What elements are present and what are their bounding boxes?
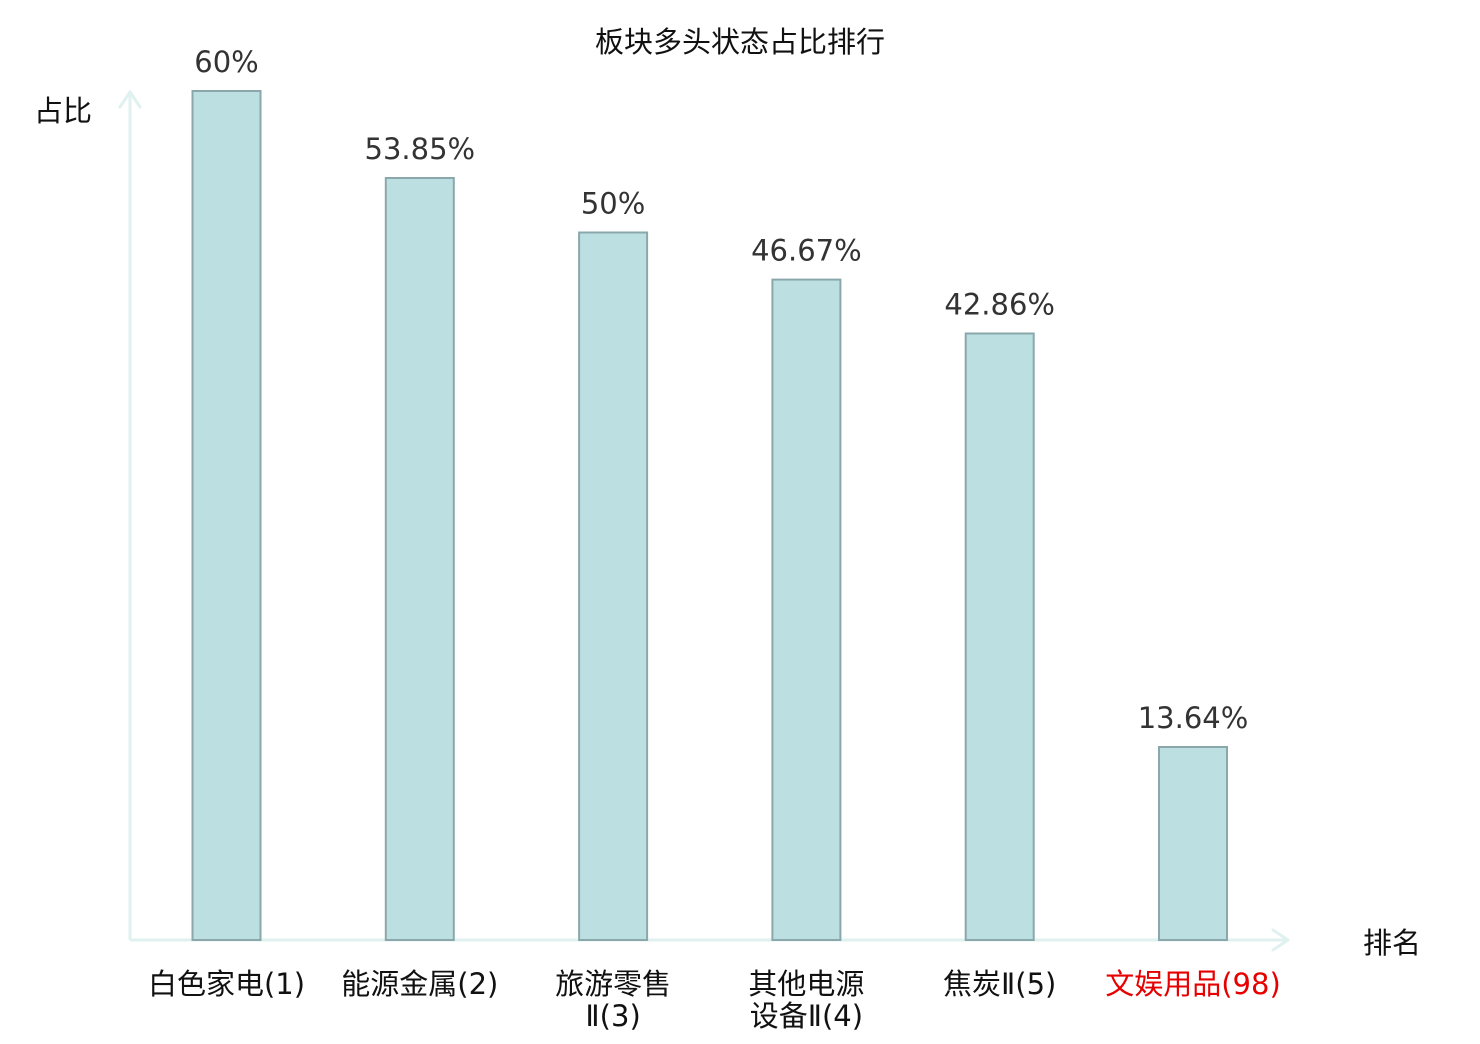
chart-title: 板块多头状态占比排行 xyxy=(595,25,885,59)
bar-value-label: 50% xyxy=(581,187,645,221)
bar xyxy=(964,332,1035,941)
category-label: Ⅱ(3) xyxy=(585,999,640,1033)
category-label: 焦炭Ⅱ(5) xyxy=(943,967,1056,1001)
bar xyxy=(1158,746,1228,941)
bar-value-label: 53.85% xyxy=(365,132,476,166)
category-label: 文娱用品(98) xyxy=(1105,967,1281,1001)
bar xyxy=(578,231,649,941)
bars xyxy=(191,90,1228,942)
bar xyxy=(191,90,262,941)
bar-value-label: 46.67% xyxy=(751,234,862,268)
category-label: 能源金属(2) xyxy=(341,967,498,1001)
bar-value-label: 13.64% xyxy=(1138,701,1249,735)
bar xyxy=(384,177,455,941)
x-axis-label: 排名 xyxy=(1363,926,1421,960)
category-label: 旅游零售 xyxy=(555,967,671,1001)
bar xyxy=(771,278,842,942)
x-axis xyxy=(130,928,1290,952)
y-axis xyxy=(118,90,142,940)
y-axis-label: 占比 xyxy=(34,94,92,128)
bar-value-label: 60% xyxy=(194,45,258,79)
bar-value-label: 42.86% xyxy=(944,288,1055,322)
value-labels: 60% 53.85% 50% 46.67% 42.86% 13.64% xyxy=(194,45,1248,735)
category-label: 白色家电(1) xyxy=(148,967,305,1001)
category-label: 其他电源 xyxy=(748,967,864,1001)
category-label: 设备Ⅱ(4) xyxy=(750,999,863,1033)
